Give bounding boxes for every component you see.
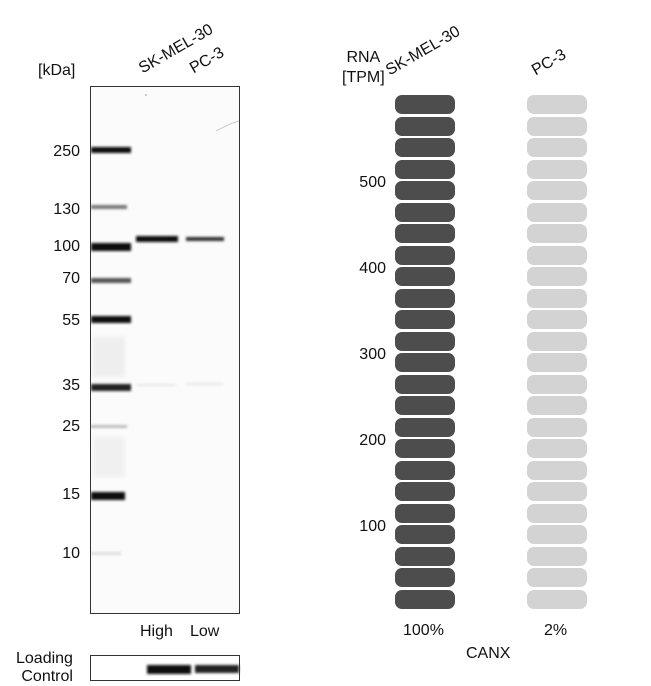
rna-segment bbox=[527, 525, 587, 544]
rna-segment bbox=[527, 460, 587, 480]
marker-label-130: 130 bbox=[53, 201, 80, 218]
rna-segment bbox=[395, 482, 455, 501]
rna-segment bbox=[395, 396, 455, 415]
lane-level-high: High bbox=[140, 623, 173, 640]
loading-control-label: Loading Control bbox=[16, 650, 73, 686]
rna-segment bbox=[527, 417, 587, 437]
rna-segment bbox=[395, 267, 455, 286]
rna-segment bbox=[395, 460, 455, 480]
rna-segment bbox=[395, 310, 455, 329]
rna-segment bbox=[527, 310, 587, 329]
rna-segment bbox=[395, 546, 455, 566]
rna-segment bbox=[527, 439, 587, 458]
rna-segment bbox=[527, 331, 587, 351]
rna-segment bbox=[395, 439, 455, 458]
rna-segment bbox=[395, 353, 455, 372]
marker-label-250: 250 bbox=[53, 143, 80, 160]
rna-y-tick-400: 400 bbox=[359, 260, 386, 277]
marker-label-25: 25 bbox=[62, 418, 80, 435]
rna-y-tick-100: 100 bbox=[359, 518, 386, 535]
rna-segment bbox=[527, 374, 587, 394]
kda-unit-label: [kDa] bbox=[38, 62, 76, 79]
rna-segment bbox=[527, 568, 587, 587]
marker-label-70: 70 bbox=[62, 270, 80, 287]
rna-segment bbox=[395, 568, 455, 587]
rna-segment bbox=[395, 202, 455, 222]
rna-unit-label: RNA [TPM] bbox=[342, 48, 385, 88]
rna-segment bbox=[395, 331, 455, 351]
loading-control-blot bbox=[90, 655, 240, 681]
rna-unit-line2: [TPM] bbox=[342, 69, 385, 86]
rna-segment bbox=[527, 116, 587, 136]
rna-y-tick-200: 200 bbox=[359, 432, 386, 449]
rna-segment bbox=[395, 288, 455, 308]
marker-label-100: 100 bbox=[53, 238, 80, 255]
rna-segment bbox=[395, 374, 455, 394]
percent-label-sk-mel-30: 100% bbox=[403, 622, 444, 639]
sample-label-pc-3: PC-3 bbox=[529, 46, 570, 80]
rna-segment bbox=[527, 245, 587, 265]
marker-label-15: 15 bbox=[62, 486, 80, 503]
rna-y-tick-500: 500 bbox=[359, 174, 386, 191]
rna-segment bbox=[527, 353, 587, 372]
rna-segment bbox=[527, 224, 587, 243]
rna-segment bbox=[395, 181, 455, 200]
lane-level-low: Low bbox=[190, 623, 220, 640]
gene-name: CANX bbox=[466, 645, 511, 662]
rna-segment bbox=[527, 589, 587, 609]
percent-label-pc-3: 2% bbox=[544, 622, 568, 639]
rna-segment bbox=[527, 267, 587, 286]
rna-segment bbox=[527, 181, 587, 200]
rna-segment bbox=[395, 138, 455, 157]
rna-segment bbox=[527, 159, 587, 179]
loading-control-line1: Loading bbox=[16, 650, 73, 667]
marker-label-10: 10 bbox=[62, 545, 80, 562]
marker-label-35: 35 bbox=[62, 377, 80, 394]
rna-segment bbox=[395, 224, 455, 243]
rna-y-tick-300: 300 bbox=[359, 346, 386, 363]
rna-unit-line1: RNA bbox=[346, 49, 381, 66]
rna-segment bbox=[395, 95, 455, 114]
loading-control-line2: Control bbox=[21, 668, 73, 685]
rna-segment bbox=[395, 525, 455, 544]
marker-label-55: 55 bbox=[62, 312, 80, 329]
rna-segment bbox=[395, 589, 455, 609]
rna-segment bbox=[527, 202, 587, 222]
rna-segment bbox=[395, 417, 455, 437]
rna-segment bbox=[527, 138, 587, 157]
rna-segment bbox=[527, 482, 587, 501]
rna-segment bbox=[395, 245, 455, 265]
rna-segment bbox=[395, 503, 455, 523]
sample-label-sk-mel-30: SK-MEL-30 bbox=[383, 23, 464, 80]
rna-segment bbox=[527, 503, 587, 523]
rna-segment bbox=[395, 159, 455, 179]
western-blot-image bbox=[90, 86, 240, 614]
rna-segment bbox=[527, 288, 587, 308]
rna-segment bbox=[395, 116, 455, 136]
rna-segment bbox=[527, 396, 587, 415]
rna-segment bbox=[527, 546, 587, 566]
rna-segment bbox=[527, 95, 587, 114]
